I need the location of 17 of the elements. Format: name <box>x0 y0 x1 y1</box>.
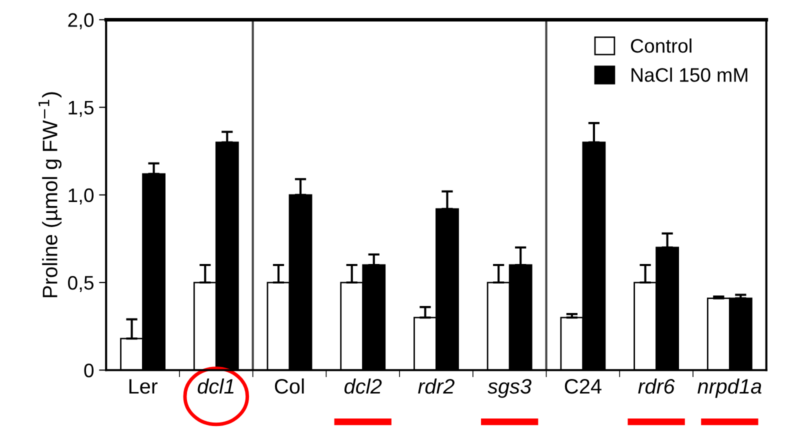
x-tick-label: rdr2 <box>418 378 454 394</box>
y-tick-label: 1,0 <box>68 188 94 204</box>
x-tick-label: sgs3 <box>488 378 532 398</box>
y-tick-label: 2,0 <box>68 13 94 30</box>
legend-label: Control <box>630 38 692 53</box>
x-tick-label: C24 <box>564 378 602 394</box>
x-tick-label: dcl1 <box>198 378 234 394</box>
y-axis-title: Proline (µmol g FW$^{−1}$) <box>38 92 62 298</box>
y-tick-label: 1,5 <box>68 100 94 117</box>
legend-label: NaCl 150 mM <box>632 68 748 82</box>
x-tick-label: Col <box>274 378 304 394</box>
x-tick-label: dcl2 <box>344 378 382 394</box>
x-tick-label: rdr6 <box>638 378 675 394</box>
y-tick-label: 0 <box>84 364 94 378</box>
y-tick-label: 0,5 <box>68 276 94 292</box>
x-tick-label: nrpd1a <box>698 378 762 398</box>
x-tick-label: Ler <box>129 379 158 394</box>
